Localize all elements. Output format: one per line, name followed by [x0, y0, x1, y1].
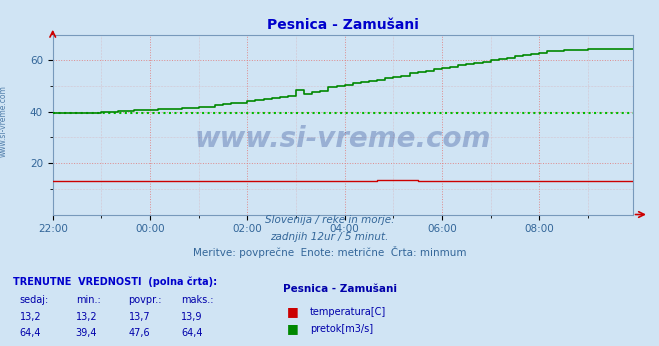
- Text: Meritve: povprečne  Enote: metrične  Črta: minmum: Meritve: povprečne Enote: metrične Črta:…: [192, 246, 467, 258]
- Text: ■: ■: [287, 322, 299, 335]
- Text: 13,9: 13,9: [181, 312, 203, 322]
- Text: ■: ■: [287, 305, 299, 318]
- Text: TRENUTNE  VREDNOSTI  (polna črta):: TRENUTNE VREDNOSTI (polna črta):: [13, 277, 217, 288]
- Title: Pesnica - Zamušani: Pesnica - Zamušani: [267, 18, 418, 32]
- Text: temperatura[C]: temperatura[C]: [310, 307, 386, 317]
- Text: www.si-vreme.com: www.si-vreme.com: [194, 125, 491, 153]
- Text: povpr.:: povpr.:: [129, 295, 162, 305]
- Text: sedaj:: sedaj:: [20, 295, 49, 305]
- Text: 39,4: 39,4: [76, 328, 98, 338]
- Text: maks.:: maks.:: [181, 295, 214, 305]
- Text: Pesnica - Zamušani: Pesnica - Zamušani: [283, 284, 397, 294]
- Text: Slovenija / reke in morje.: Slovenija / reke in morje.: [265, 215, 394, 225]
- Text: min.:: min.:: [76, 295, 101, 305]
- Text: 13,7: 13,7: [129, 312, 150, 322]
- Text: 13,2: 13,2: [20, 312, 42, 322]
- Text: pretok[m3/s]: pretok[m3/s]: [310, 324, 373, 334]
- Text: www.si-vreme.com: www.si-vreme.com: [0, 85, 8, 157]
- Text: 64,4: 64,4: [20, 328, 42, 338]
- Text: zadnjih 12ur / 5 minut.: zadnjih 12ur / 5 minut.: [270, 232, 389, 242]
- Text: 64,4: 64,4: [181, 328, 203, 338]
- Text: 13,2: 13,2: [76, 312, 98, 322]
- Text: 47,6: 47,6: [129, 328, 150, 338]
